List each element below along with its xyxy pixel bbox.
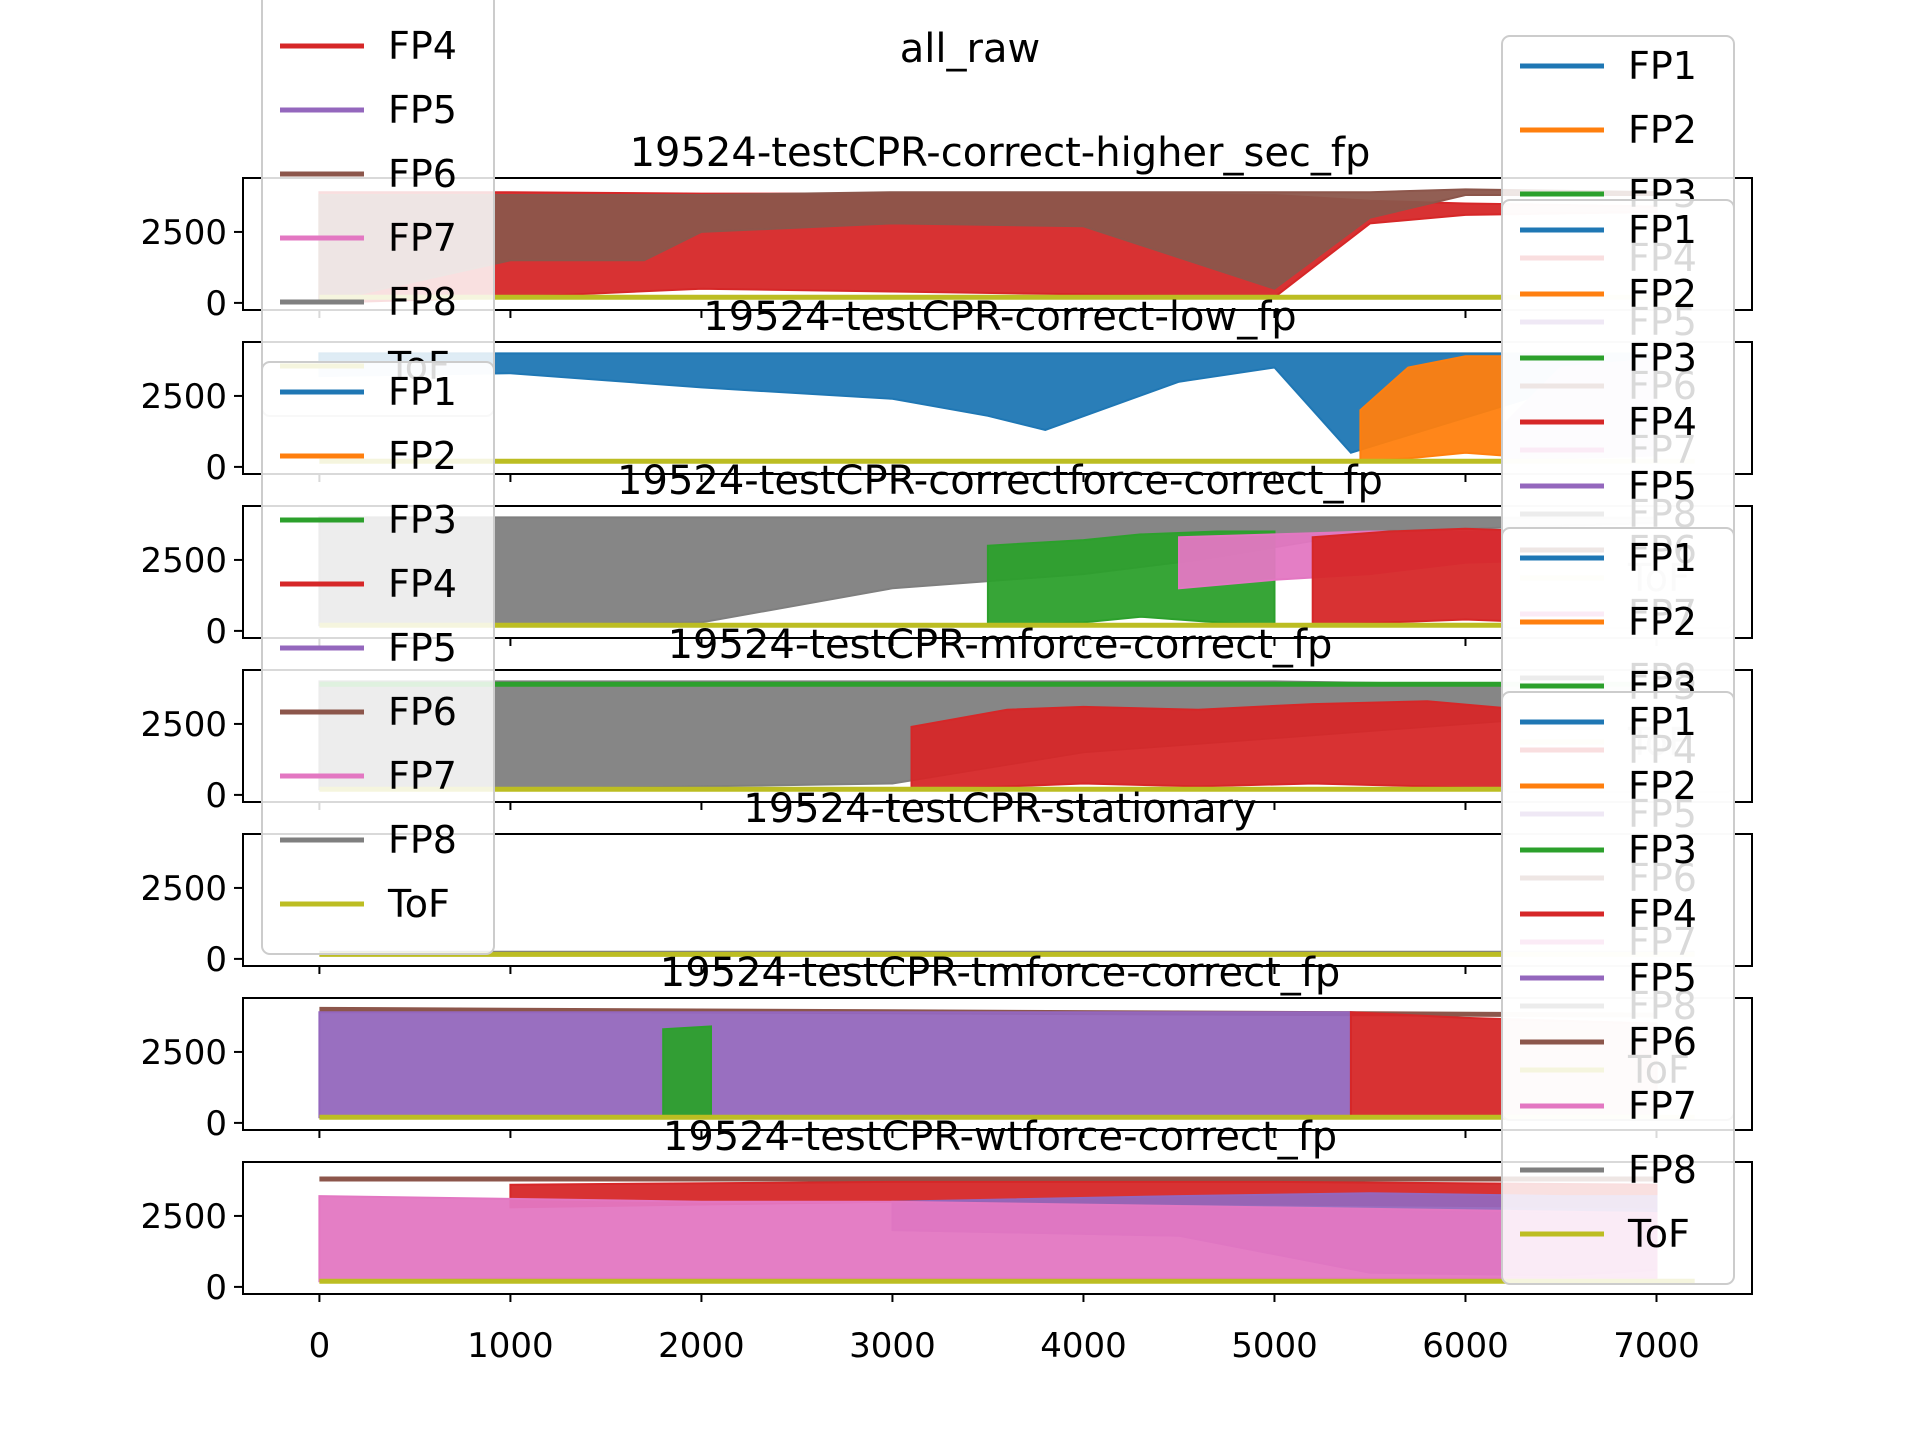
y-tick-label: 0: [205, 1104, 227, 1144]
legend-label: FP5: [388, 626, 457, 670]
subplot-title: 19524-testCPR-tmforce-correct_fp: [660, 950, 1341, 996]
x-tick-label: 3000: [849, 1326, 936, 1366]
legend-label: FP8: [388, 818, 457, 862]
subplots: 0 2500 19524-testCPR-correct-higher_sec_fp…: [140, 130, 1753, 1308]
legend-label: FP1: [1628, 536, 1697, 580]
legend-label: FP5: [1628, 464, 1697, 508]
legend-left-lower: FP1 FP2 FP3 FP4 FP5 FP6 FP7 FP8 ToF: [261, 361, 495, 955]
subplot-title: 19524-testCPR-wtforce-correct_fp: [663, 1114, 1337, 1160]
x-tick-label: 0: [309, 1326, 331, 1366]
axes-frame: [242, 177, 1753, 311]
legend-label: FP2: [388, 434, 457, 478]
x-tick-label: 2000: [658, 1326, 745, 1366]
series-fp3: [662, 1025, 712, 1119]
legend-label: FP1: [1628, 44, 1697, 88]
x-tick-label: 7000: [1613, 1326, 1700, 1366]
legend-label: FP4: [388, 24, 457, 68]
y-tick-label: 2500: [140, 377, 227, 417]
legend-label: FP5: [1628, 956, 1697, 1000]
legend-label: ToF: [1627, 1212, 1690, 1256]
subplot-6: 0 2500 19524-testCPR-tmforce-correct_fp: [140, 950, 1753, 1144]
y-tick-label: 2500: [140, 869, 227, 909]
axes-frame: [242, 1161, 1753, 1295]
plot-area: [318, 680, 1695, 792]
subplot-1: 0 2500 19524-testCPR-correct-higher_sec_fp: [140, 130, 1753, 324]
legend-label: FP6: [388, 152, 457, 196]
legends: FP1FP2FP3FP4FP5FP6FP7FP8ToFFP1FP2FP3FP4F…: [261, 0, 1735, 1285]
legend-box: [261, 0, 495, 417]
legend-box: [261, 361, 495, 955]
axes-frame: [242, 833, 1753, 967]
plot-area: [318, 352, 1695, 464]
legend-right-4: FP1 FP2 FP3 FP4 FP5 FP6 FP7 FP8 ToF: [1501, 691, 1735, 1285]
legend-label: FP2: [1628, 600, 1697, 644]
plot-area: [318, 188, 1695, 305]
y-tick-label: 0: [205, 284, 227, 324]
legend-label: FP2: [1628, 108, 1697, 152]
legend-label: FP1: [1628, 208, 1697, 252]
y-tick-label: 2500: [140, 213, 227, 253]
plot-area: [318, 1006, 1695, 1120]
axes-frame: [242, 669, 1753, 803]
y-tick-label: 0: [205, 612, 227, 652]
y-tick-label: 2500: [140, 705, 227, 745]
legend-label: ToF: [387, 882, 450, 926]
x-tick-label: 4000: [1040, 1326, 1127, 1366]
axes-frame: [242, 505, 1753, 639]
plot-area: [318, 516, 1695, 628]
axes-frame: [242, 997, 1753, 1131]
series-fp4: [910, 700, 1524, 791]
legend-label: FP1: [388, 370, 457, 414]
legend-label: FP3: [388, 0, 457, 4]
subplot-title: 19524-testCPR-correctforce-correct_fp: [617, 458, 1383, 504]
plot-area: [318, 1176, 1695, 1284]
subplot-title: 19524-testCPR-stationary: [743, 786, 1256, 832]
legend-box: [1501, 691, 1735, 1285]
axes-frame: [242, 341, 1753, 475]
series-fp5: [318, 1011, 1352, 1119]
legend-label: FP4: [1628, 892, 1697, 936]
subplot-title: 19524-testCPR-correct-low_fp: [703, 294, 1296, 340]
plot-area: [319, 950, 1695, 957]
legend-label: FP3: [388, 498, 457, 542]
y-tick-label: 0: [205, 1268, 227, 1308]
x-tick-label: 1000: [467, 1326, 554, 1366]
legend-label: FP6: [388, 690, 457, 734]
y-tick-label: 2500: [140, 541, 227, 581]
legend-label: FP2: [1628, 764, 1697, 808]
y-tick-label: 2500: [140, 1033, 227, 1073]
subplot-title: 19524-testCPR-correct-higher_sec_fp: [630, 130, 1371, 176]
legend-label: FP4: [388, 562, 457, 606]
y-tick-label: 2500: [140, 1197, 227, 1237]
y-tick-label: 0: [205, 940, 227, 980]
legend-label: FP3: [1628, 828, 1697, 872]
shared-x-axis: 0 1000 2000 3000 4000 5000 6000 7000: [309, 1326, 1700, 1366]
legend-label: FP1: [1628, 700, 1697, 744]
subplot-4: 0 2500 19524-testCPR-mforce-correct_fp: [140, 622, 1753, 816]
legend-label: FP5: [388, 88, 457, 132]
legend-label: FP3: [1628, 336, 1697, 380]
figure-title: all_raw: [900, 26, 1040, 72]
subplot-5: 0 2500 19524-testCPR-stationary: [140, 786, 1753, 980]
legend-label: FP7: [388, 216, 457, 260]
legend-label: FP8: [1628, 1148, 1697, 1192]
subplot-7: 0 2500 19524-testCPR-wtforce-correct_fp: [140, 1114, 1753, 1308]
x-tick-label: 5000: [1231, 1326, 1318, 1366]
legend-label: FP7: [388, 754, 457, 798]
legend-label: FP7: [1628, 1084, 1697, 1128]
legend-label: FP8: [388, 280, 457, 324]
legend-label: FP4: [1628, 400, 1697, 444]
x-tick-label: 6000: [1422, 1326, 1509, 1366]
legend-label: FP6: [1628, 1020, 1697, 1064]
subplot-title: 19524-testCPR-mforce-correct_fp: [668, 622, 1333, 668]
legend-label: FP2: [1628, 272, 1697, 316]
y-tick-label: 0: [205, 776, 227, 816]
y-tick-label: 0: [205, 448, 227, 488]
